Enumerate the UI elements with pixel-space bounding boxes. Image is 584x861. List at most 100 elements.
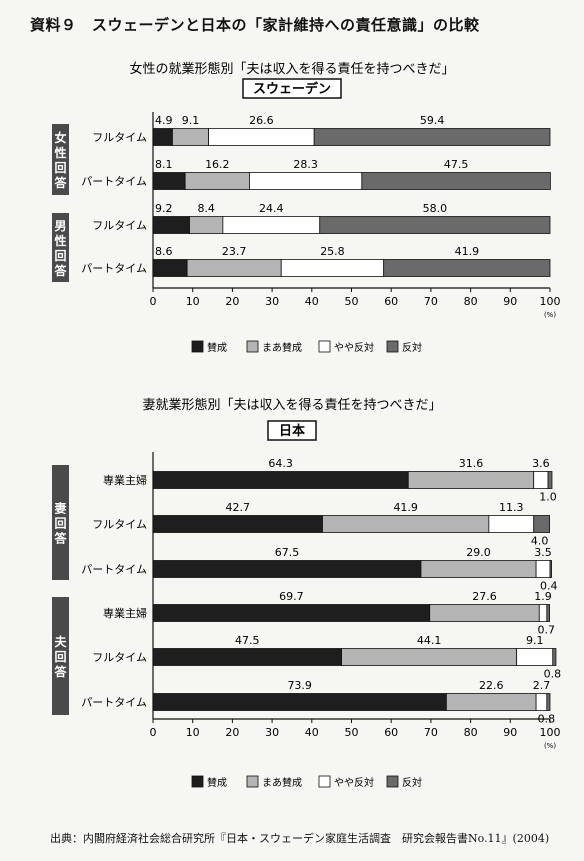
legend-label: 反対 [402, 776, 422, 789]
unit-label: (%) [544, 311, 556, 319]
bar-segment [152, 648, 342, 666]
bar-segment [186, 259, 282, 277]
bar-segment [535, 693, 548, 711]
bar-segment [546, 604, 551, 622]
group-label: 妻回答 [54, 501, 67, 546]
x-tick-label: 70 [424, 295, 438, 308]
legend-label: やや反対 [334, 776, 374, 789]
bar-segment [152, 259, 188, 277]
bar-segment [222, 216, 321, 234]
bar-segment [488, 515, 535, 533]
bar-segment [152, 128, 173, 146]
x-tick-label: 40 [305, 726, 319, 739]
category-label: 専業主婦 [103, 473, 147, 487]
data-label: 47.5 [444, 158, 469, 171]
group-band [52, 213, 69, 282]
bar-segment [420, 560, 537, 578]
legend-swatch [191, 340, 204, 353]
data-label: 26.6 [249, 114, 274, 127]
data-label: 1.0 [539, 491, 557, 504]
data-label: 64.3 [268, 457, 293, 470]
category-label: パートタイム [81, 175, 147, 188]
subtitle-box [267, 420, 317, 441]
x-tick-label: 10 [186, 295, 200, 308]
bar-segment [361, 172, 551, 190]
chart-title: 女性の就業形態別「夫は収入を得る責任を持つべきだ」 [129, 61, 454, 77]
data-label: 8.1 [155, 158, 173, 171]
data-label: 0.4 [540, 580, 558, 593]
bar-segment [208, 128, 315, 146]
legend-label: まあ賛成 [262, 776, 302, 789]
bar-segment [383, 259, 551, 277]
data-label: 59.4 [420, 114, 445, 127]
data-label: 67.5 [275, 546, 300, 559]
bar-segment [189, 216, 224, 234]
group-label: 女性回答 [53, 130, 67, 190]
bar-segment [547, 471, 553, 489]
data-label: 28.3 [293, 158, 318, 171]
data-label: 0.8 [544, 668, 562, 681]
unit-label: (%) [544, 742, 556, 750]
chart-subtitle: 日本 [279, 423, 305, 439]
bar-segment [546, 693, 551, 711]
bar-segment [280, 259, 385, 277]
data-label: 22.6 [479, 679, 504, 692]
data-label: 8.4 [197, 202, 215, 215]
bar-segment [152, 560, 422, 578]
data-label: 73.9 [287, 679, 312, 692]
data-label: 29.0 [466, 546, 491, 559]
bar-segment [552, 648, 557, 666]
legend-swatch [386, 340, 399, 353]
chart-subtitle: スウェーデン [253, 81, 331, 97]
category-label: パートタイム [81, 696, 147, 709]
legend-swatch [318, 340, 331, 353]
x-tick-label: 30 [265, 726, 279, 739]
bar-segment [407, 471, 535, 489]
bar-segment [313, 128, 551, 146]
x-tick-label: 0 [150, 726, 157, 739]
data-label: 41.9 [393, 501, 418, 514]
chart-title: 妻就業形態別「夫は収入を得る責任を持つべきだ」 [142, 397, 441, 413]
data-label: 31.6 [459, 457, 484, 470]
data-label: 2.7 [533, 679, 551, 692]
group-label: 夫回答 [53, 634, 67, 679]
data-label: 41.9 [455, 245, 480, 258]
bar-segment [152, 515, 323, 533]
bar-segment [249, 172, 363, 190]
x-tick-label: 50 [345, 295, 359, 308]
bar-segment [445, 693, 537, 711]
bar-segment [429, 604, 540, 622]
bar-segment [152, 604, 431, 622]
x-tick-label: 0 [150, 295, 157, 308]
legend-swatch [318, 775, 331, 788]
bar-segment [322, 515, 490, 533]
x-tick-label: 20 [225, 295, 239, 308]
data-label: 0.7 [537, 624, 555, 637]
x-tick-label: 50 [345, 726, 359, 739]
category-label: フルタイム [92, 651, 147, 664]
x-tick-label: 10 [186, 726, 200, 739]
x-tick-label: 30 [265, 295, 279, 308]
x-tick-label: 60 [384, 726, 398, 739]
data-label: 4.0 [531, 535, 549, 548]
category-label: フルタイム [92, 219, 147, 232]
category-label: フルタイム [92, 131, 147, 144]
bar-segment [533, 471, 549, 489]
bar-segment [535, 560, 551, 578]
data-label: 8.6 [155, 245, 173, 258]
source-note: 出典：内閣府経済社会総合研究所『日本・スウェーデン家庭生活調査 研究会報告書No… [50, 832, 550, 845]
legend-swatch [246, 340, 259, 353]
bar-segment [152, 216, 190, 234]
x-tick-label: 80 [464, 295, 478, 308]
data-label: 44.1 [417, 634, 442, 647]
group-band [52, 124, 69, 195]
category-label: フルタイム [92, 518, 147, 531]
page-title: 資料９ スウェーデンと日本の「家計維持への責任意識」の比較 [30, 16, 480, 34]
bar-segment [172, 128, 209, 146]
legend-swatch [386, 775, 399, 788]
bar-segment [152, 693, 447, 711]
legend-label: 賛成 [207, 776, 227, 789]
data-label: 58.0 [423, 202, 448, 215]
legend-label: 反対 [402, 341, 422, 354]
group-band [52, 465, 69, 580]
